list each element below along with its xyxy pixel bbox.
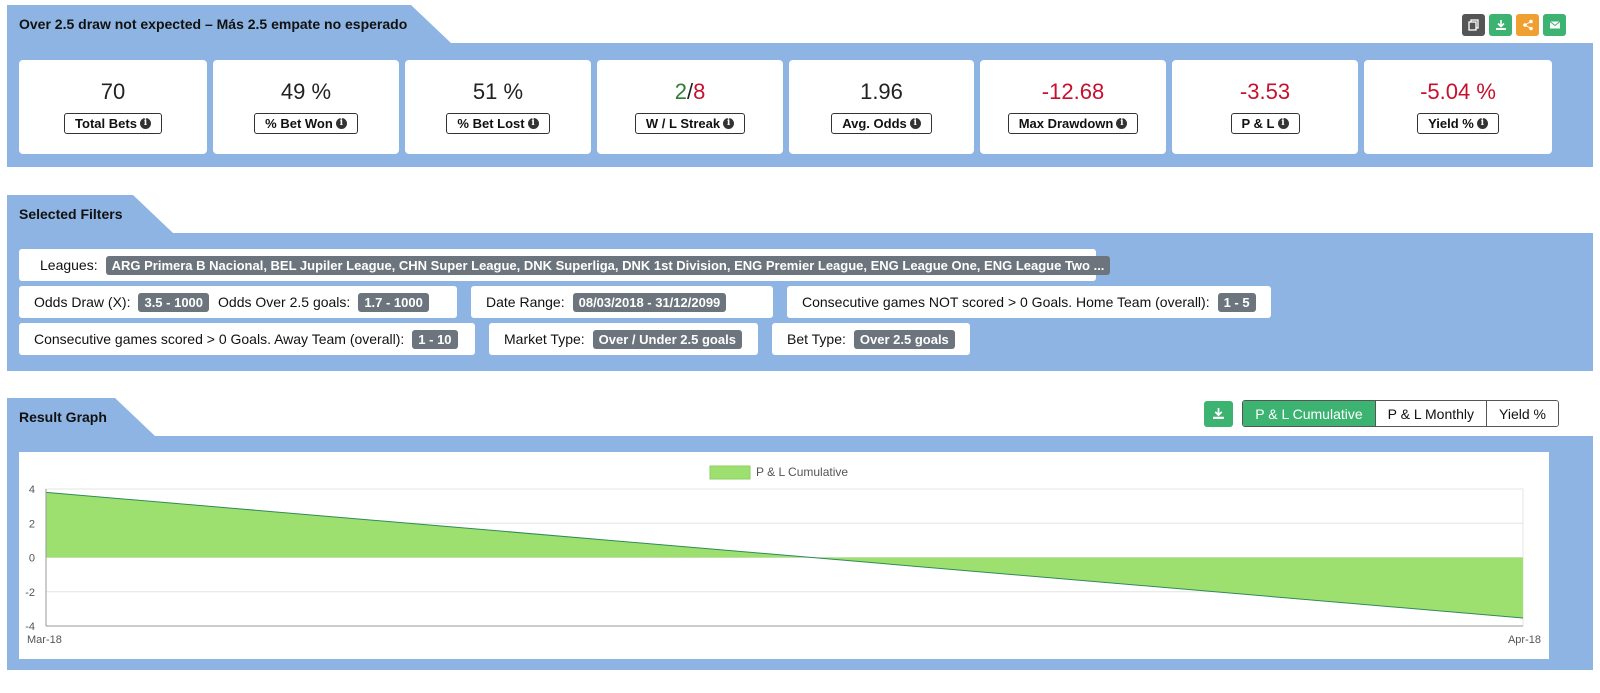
share-icon: [1522, 19, 1533, 31]
filter-consec-not-scored: Consecutive games NOT scored > 0 Goals. …: [787, 286, 1271, 318]
odds-over-chip: 1.7 - 1000: [358, 292, 429, 312]
stat-wl-streak: 2/8 W / L Streak i: [597, 60, 783, 154]
download-button[interactable]: [1489, 14, 1512, 36]
email-icon: [1549, 21, 1560, 29]
stat-value: -3.53: [1239, 79, 1291, 104]
stat-total-bets: 70 Total Bets i: [19, 60, 207, 154]
info-icon: i: [1476, 118, 1488, 129]
info-icon: i: [723, 118, 735, 129]
stat-label[interactable]: % Bet Lost i: [446, 113, 550, 134]
stat-yield: -5.04 % Yield % i: [1364, 60, 1552, 154]
filter-odds: Odds Draw (X): 3.5 - 1000 Odds Over 2.5 g…: [19, 286, 457, 318]
stat-value: -5.04 %: [1420, 79, 1496, 104]
filters-title: Selected Filters: [19, 206, 123, 222]
chart-panel: 4 2 0 -2 -4 Mar-18 Apr-18 P & L Cumulative: [19, 452, 1549, 659]
graph-download-button[interactable]: [1204, 400, 1234, 427]
y-tick-label: 0: [29, 553, 35, 565]
copy-button[interactable]: [1462, 14, 1485, 36]
stat-bet-lost: 51 % % Bet Lost i: [405, 60, 591, 154]
stat-value: 2/8: [674, 79, 706, 104]
legend-swatch: [709, 465, 751, 480]
date-range-chip: 08/03/2018 - 31/12/2099: [572, 292, 727, 312]
stat-value: -12.68: [1041, 79, 1105, 104]
stats-row: 70 Total Bets i 49 % % Bet Won i 51 % % Be…: [19, 60, 1552, 154]
consec-not-scored-chip: 1 - 5: [1217, 292, 1256, 312]
leagues-chip: ARG Primera B Nacional, BEL Jupiler Leag…: [105, 255, 1111, 275]
stat-label[interactable]: Yield % i: [1417, 113, 1499, 134]
stat-bet-won: 49 % % Bet Won i: [213, 60, 399, 154]
filters-tab: Selected Filters: [7, 195, 173, 233]
stat-max-drawdown: -12.68 Max Drawdown i: [980, 60, 1166, 154]
stat-avg-odds: 1.96 Avg. Odds i: [789, 60, 974, 154]
result-graph-title: Result Graph: [19, 409, 107, 425]
strategy-title-tab: Over 2.5 draw not expected – Más 2.5 emp…: [7, 5, 451, 43]
odds-draw-chip: 3.5 - 1000: [138, 292, 210, 312]
stat-value: 70: [100, 79, 126, 104]
info-icon: i: [1116, 118, 1128, 129]
bet-type-chip: Over 2.5 goals: [853, 329, 955, 349]
market-type-chip: Over / Under 2.5 goals: [592, 329, 742, 349]
copy-icon: [1467, 19, 1479, 31]
filter-date-range: Date Range: 08/03/2018 - 31/12/2099: [471, 286, 773, 318]
download-icon: [1495, 20, 1506, 30]
email-button[interactable]: [1543, 14, 1566, 36]
x-tick-label: Apr-18: [1508, 634, 1541, 646]
y-tick-label: -4: [25, 621, 35, 633]
strategy-title: Over 2.5 draw not expected – Más 2.5 emp…: [19, 16, 408, 32]
legend-label: P & L Cumulative: [756, 465, 848, 479]
consec-scored-chip: 1 - 10: [412, 329, 458, 349]
info-icon: i: [139, 118, 151, 129]
info-icon: i: [909, 118, 921, 129]
tab-yield[interactable]: Yield %: [1486, 401, 1558, 426]
stat-label[interactable]: Total Bets i: [64, 113, 162, 134]
share-button[interactable]: [1516, 14, 1539, 36]
stat-label[interactable]: Max Drawdown i: [1007, 113, 1139, 134]
result-graph-tab: Result Graph: [7, 398, 155, 436]
tab-pl-monthly[interactable]: P & L Monthly: [1374, 401, 1487, 426]
tab-pl-cumulative[interactable]: P & L Cumulative: [1243, 401, 1375, 426]
info-icon: i: [335, 118, 347, 129]
loss-streak: 8: [693, 79, 706, 104]
graph-controls: P & L Cumulative P & L Monthly Yield %: [1204, 400, 1559, 427]
stat-label[interactable]: Avg. Odds i: [831, 113, 932, 134]
y-tick-label: 2: [29, 518, 35, 530]
filter-market-type: Market Type: Over / Under 2.5 goals: [489, 323, 758, 355]
filter-consec-scored: Consecutive games scored > 0 Goals. Away…: [19, 323, 475, 355]
stat-label[interactable]: W / L Streak i: [634, 113, 746, 134]
info-icon: i: [527, 118, 539, 129]
win-streak: 2: [674, 79, 687, 104]
info-icon: i: [1277, 118, 1289, 129]
graph-mode-tabs: P & L Cumulative P & L Monthly Yield %: [1242, 400, 1559, 427]
stat-value: 51 %: [472, 79, 524, 104]
x-tick-label: Mar-18: [27, 634, 62, 646]
header-actions: [1462, 14, 1566, 36]
filter-leagues: Leagues: ARG Primera B Nacional, BEL Jupi…: [19, 249, 1111, 281]
stat-value: 1.96: [860, 79, 903, 104]
stat-label[interactable]: % Bet Won i: [254, 113, 358, 134]
y-tick-label: 4: [29, 484, 35, 496]
series-line: [45, 491, 1524, 619]
download-icon: [1213, 408, 1225, 419]
stat-value: 49 %: [280, 79, 332, 104]
y-tick-label: -2: [25, 587, 35, 599]
filter-bet-type: Bet Type: Over 2.5 goals: [772, 323, 970, 355]
